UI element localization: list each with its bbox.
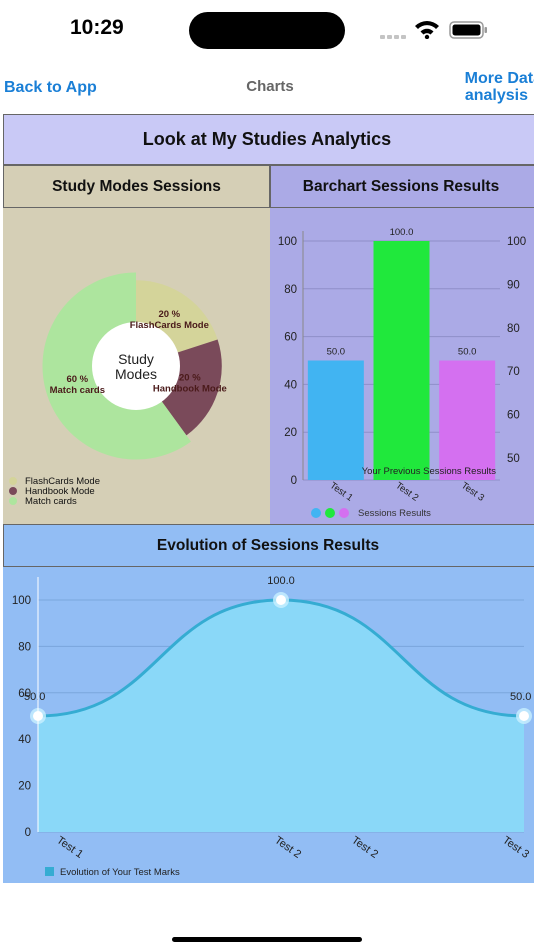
line-y-tick-label: 100: [12, 595, 31, 607]
line-point: [519, 711, 529, 721]
nav-title: Charts: [246, 78, 294, 95]
line-point: [276, 595, 286, 605]
page-title: Look at My Studies Analytics: [142, 129, 392, 149]
bar-x-tick-label: Test 3: [459, 480, 486, 504]
bar-legend-swatch: [325, 508, 335, 518]
pie-slice-name-label: FlashCards Mode: [130, 320, 209, 331]
line-legend-entry: Evolution of Your Test Marks: [60, 867, 180, 878]
pie-legend-swatch: [9, 497, 17, 505]
bar-y-tick-label: 60: [284, 332, 297, 344]
line-value-label: 100.0: [267, 575, 295, 587]
home-indicator: [172, 937, 362, 942]
line-value-label: 50.0: [24, 691, 45, 703]
bar-y-tick-label: 80: [284, 284, 297, 296]
pie-slice-percent-label: 20 %: [158, 309, 180, 320]
bar-value-label: 50.0: [327, 347, 346, 358]
line-x-tick-label: Test 2: [272, 834, 303, 861]
line-area-fill: [38, 600, 524, 832]
pie-center-label-1: Study: [118, 351, 154, 367]
bar-chart-panel: 50.0 100.0 50.0 0 20 40 60 80 100 50 60 70 80 90 100 T…: [270, 208, 534, 524]
bar-x-tick-label: Test 2: [393, 480, 420, 504]
line-x-tick-label: Test 2: [349, 834, 380, 861]
line-y-tick-label: 0: [25, 827, 31, 839]
bar-description-label: Your Previous Sessions Results: [362, 466, 497, 477]
line-y-tick-label: 60: [18, 688, 31, 700]
line-chart-panel: 50.0 100.0 50.0 0 20 40 60 80 100 Test 1 Test 2 Te…: [3, 567, 534, 883]
bar-test-2: [373, 241, 430, 480]
back-to-app-button[interactable]: Back to App: [4, 79, 97, 96]
evolution-panel-title-text: Evolution of Sessions Results: [156, 536, 380, 554]
bar-y-tick-label: 0: [291, 475, 297, 487]
pie-center-hole: [92, 322, 180, 410]
bar-y-tick-label: 20: [284, 427, 297, 439]
bar-y2-tick-label: 80: [507, 323, 520, 335]
pie-center-label-2: Modes: [115, 366, 157, 382]
bar-y2-tick-label: 90: [507, 279, 520, 291]
cellular-signal-icon: [380, 28, 408, 46]
wifi-icon: [415, 21, 439, 39]
more-analysis-label: analysis: [464, 87, 528, 104]
line-y-tick-label: 80: [18, 641, 31, 653]
bar-panel-title: Barchart Sessions Results: [270, 165, 534, 208]
bar-y2-tick-label: 70: [507, 366, 520, 378]
bar-panel-title-text: Barchart Sessions Results: [302, 177, 500, 195]
bar-legend-entry: Sessions Results: [358, 508, 431, 519]
pie-legend-swatch: [9, 477, 17, 485]
line-y-tick-label: 40: [18, 734, 31, 746]
pie-chart-panel: Study Modes 20 % FlashCards Mode 20 % Handb…: [3, 208, 270, 524]
bar-value-label: 50.0: [458, 347, 477, 358]
bar-legend-swatch: [339, 508, 349, 518]
line-x-tick-label: Test 3: [500, 834, 531, 861]
bar-legend-swatch: [311, 508, 321, 518]
bar-y2-tick-label: 100: [507, 236, 526, 248]
pie-legend-entry: FlashCards Mode: [25, 476, 100, 487]
status-bar: 10:29: [0, 0, 534, 60]
line-legend-swatch: [45, 867, 54, 876]
bar-test-1: [307, 360, 364, 480]
dynamic-island: [189, 12, 345, 49]
pie-legend-entry: Handbook Mode: [25, 486, 95, 497]
bar-y2-tick-label: 50: [507, 453, 520, 465]
pie-legend-entry: Match cards: [25, 496, 77, 507]
bar-value-label: 100.0: [390, 227, 414, 238]
bar-y2-tick-label: 60: [507, 410, 520, 422]
bar-y-tick-label: 40: [284, 379, 297, 391]
status-time: 10:29: [70, 16, 124, 39]
pie-slice-percent-label: 60 %: [66, 374, 88, 385]
pie-panel-title: Study Modes Sessions: [3, 165, 270, 208]
bar-chart: 50.0 100.0 50.0 0 20 40 60 80 100 50 60 70 80 90 100 T…: [278, 227, 526, 519]
pie-slice-percent-label: 20 %: [179, 372, 201, 383]
evolution-panel-title: Evolution of Sessions Results: [3, 524, 534, 567]
line-chart: 50.0 100.0 50.0 0 20 40 60 80 100 Test 1 Test 2 Te…: [12, 575, 532, 878]
line-value-label: 50.0: [510, 691, 531, 703]
analytics-header: Look at My Studies Analytics: [3, 114, 534, 165]
line-y-tick-label: 20: [18, 781, 31, 793]
pie-legend-swatch: [9, 487, 17, 495]
bar-test-3: [439, 360, 496, 480]
pie-slice-name-label: Handbook Mode: [153, 383, 227, 394]
pie-slice-name-label: Match cards: [50, 385, 105, 396]
bar-y-tick-label: 100: [278, 236, 297, 248]
line-x-tick-label: Test 1: [54, 834, 85, 861]
battery-icon: [449, 21, 487, 39]
bar-x-tick-label: Test 1: [328, 480, 355, 504]
